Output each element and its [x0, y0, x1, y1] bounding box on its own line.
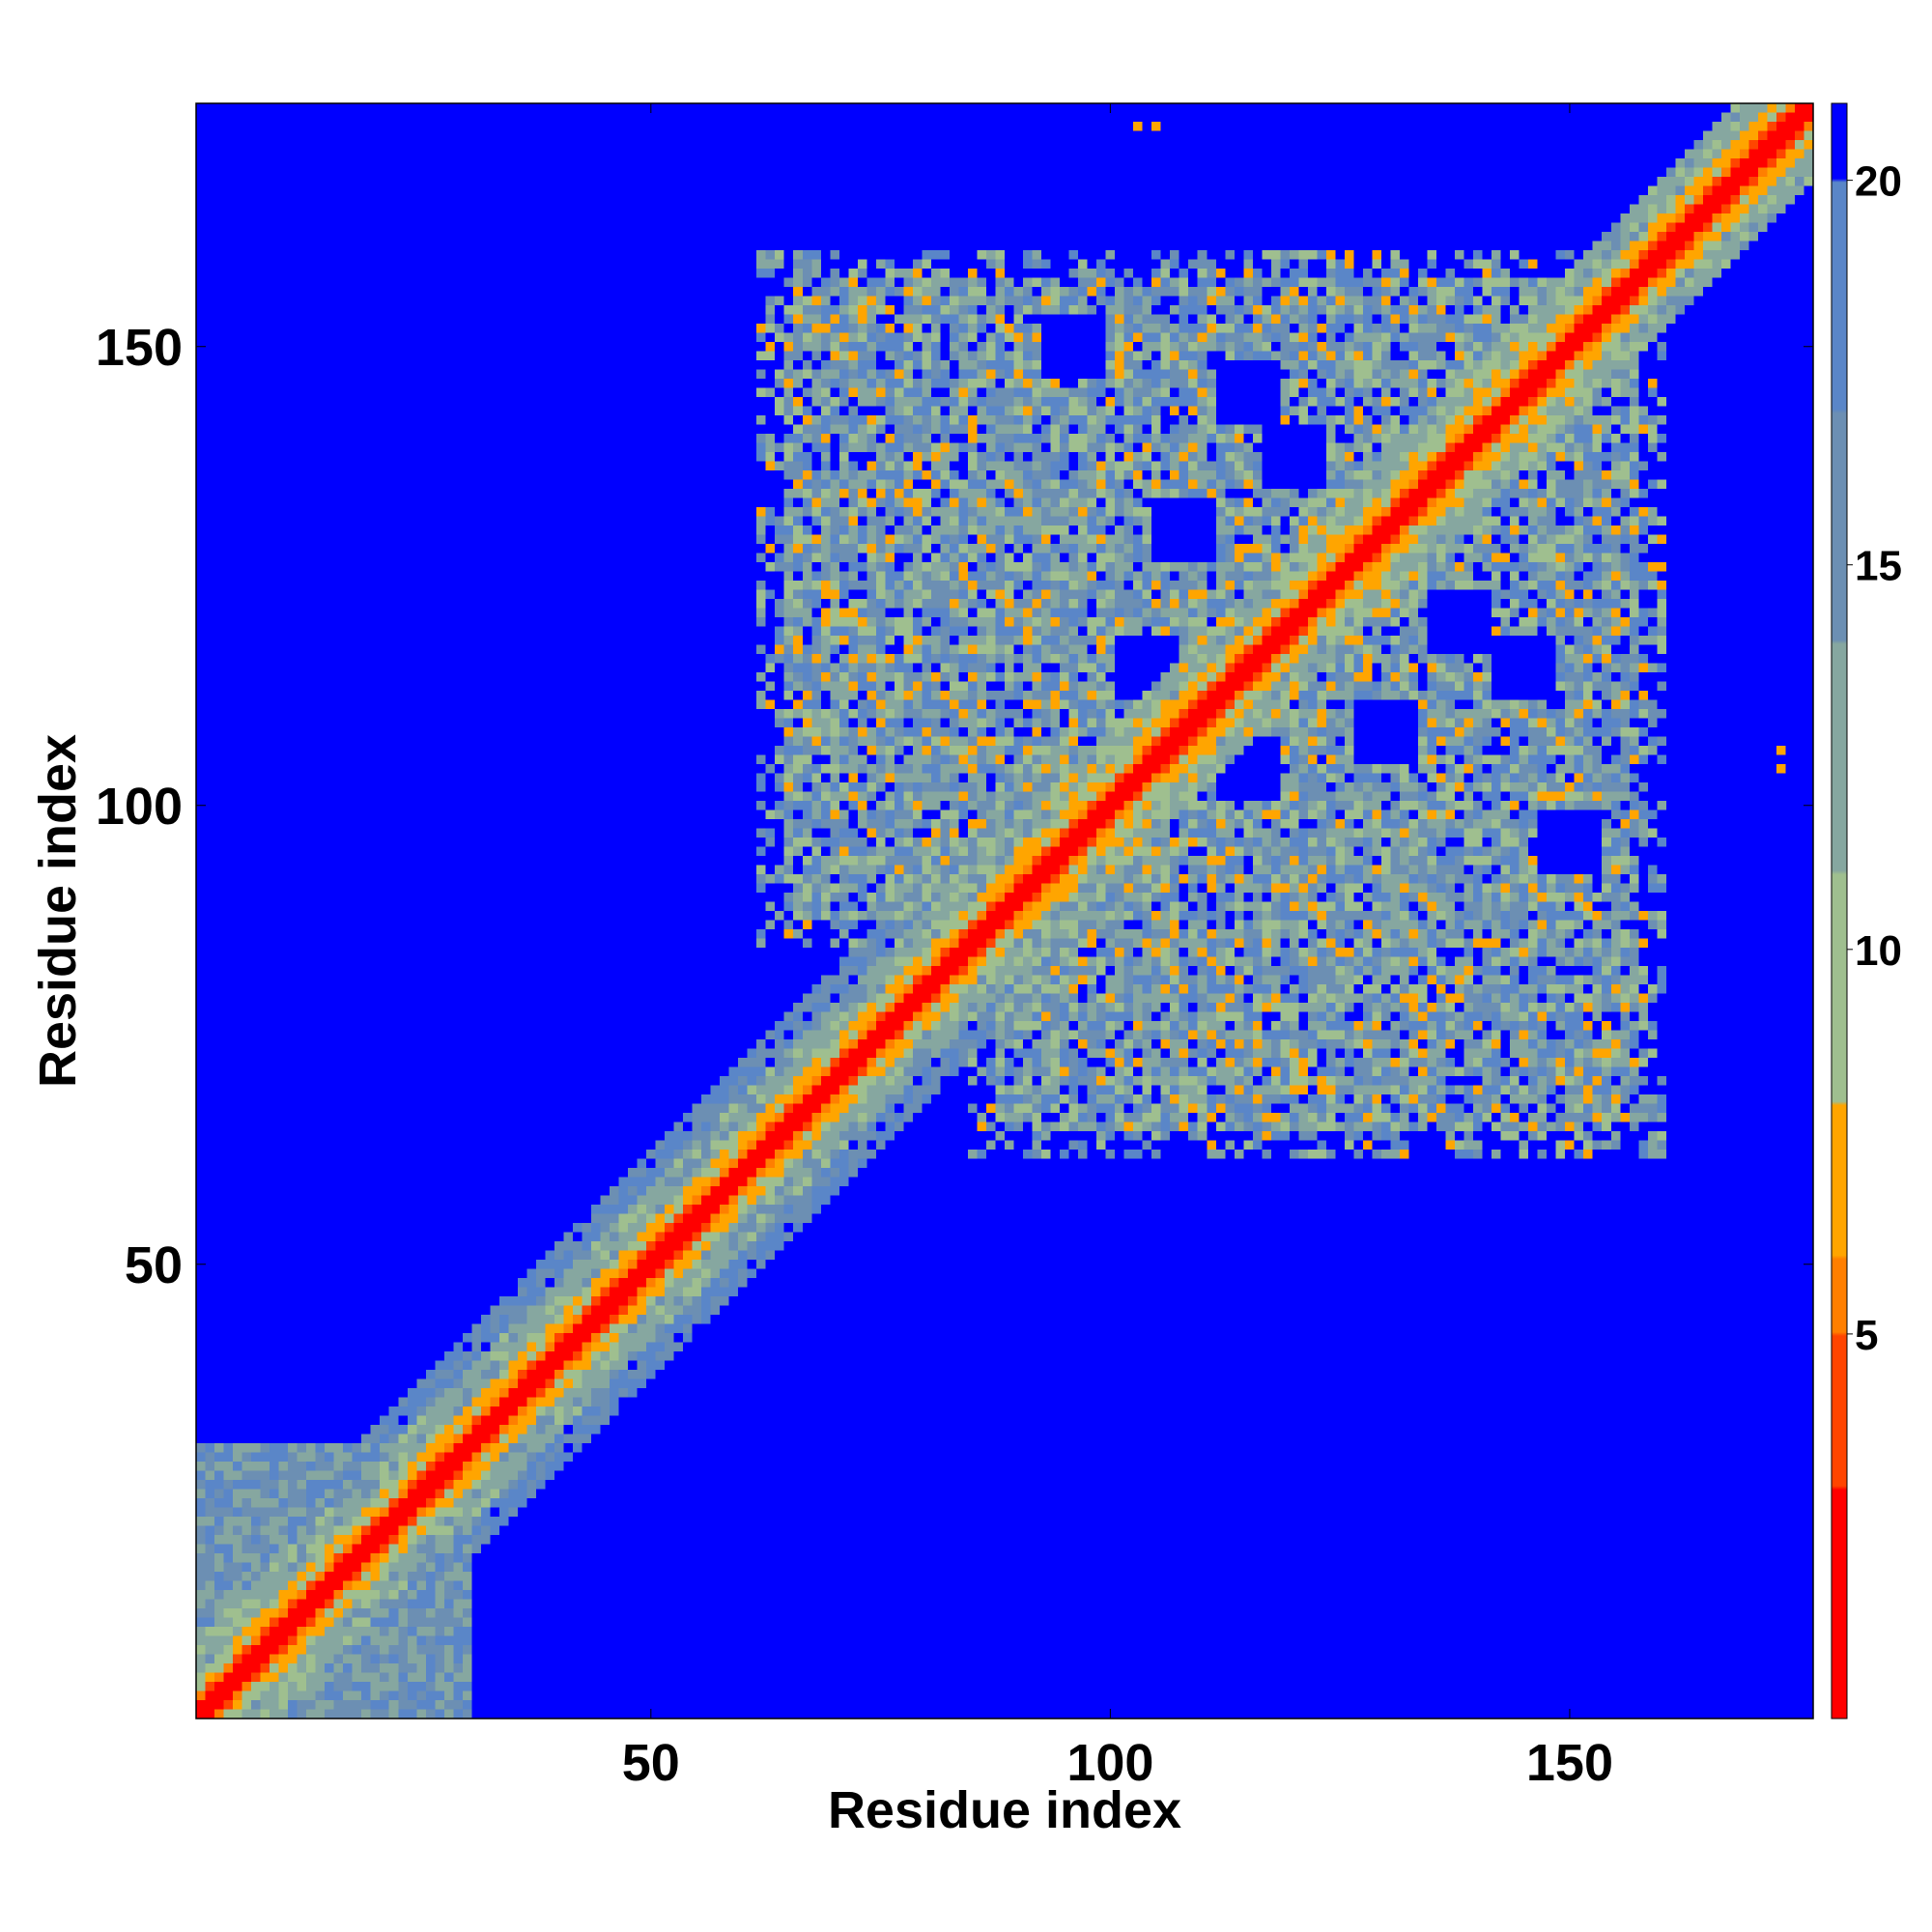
colorbar-tick-label: 5	[1855, 1312, 1878, 1359]
x-axis-ticks: 50 100 150	[622, 103, 1613, 1792]
y-tick-label: 50	[125, 1236, 183, 1294]
x-axis-label: Residue index	[828, 1781, 1181, 1839]
colorbar-tick-label: 20	[1855, 158, 1902, 206]
colorbar-ticks: 5 10 15 20	[1847, 158, 1902, 1359]
y-axis-ticks: 50 100 150	[96, 319, 1813, 1294]
y-axis-label: Residue index	[29, 734, 87, 1088]
plot-frame	[195, 102, 1814, 1719]
colorbar-tick-label: 15	[1855, 543, 1902, 590]
colorbar-tick-label: 10	[1855, 927, 1902, 975]
colorbar	[1832, 103, 1847, 1719]
y-tick-label: 100	[96, 778, 183, 836]
x-tick-label: 50	[622, 1734, 680, 1792]
x-tick-label: 100	[1066, 1734, 1153, 1792]
heatmap-plot-area	[196, 103, 1813, 1719]
x-tick-label: 150	[1526, 1734, 1613, 1792]
y-tick-label: 150	[96, 319, 183, 377]
colorbar-frame	[1831, 102, 1848, 1719]
